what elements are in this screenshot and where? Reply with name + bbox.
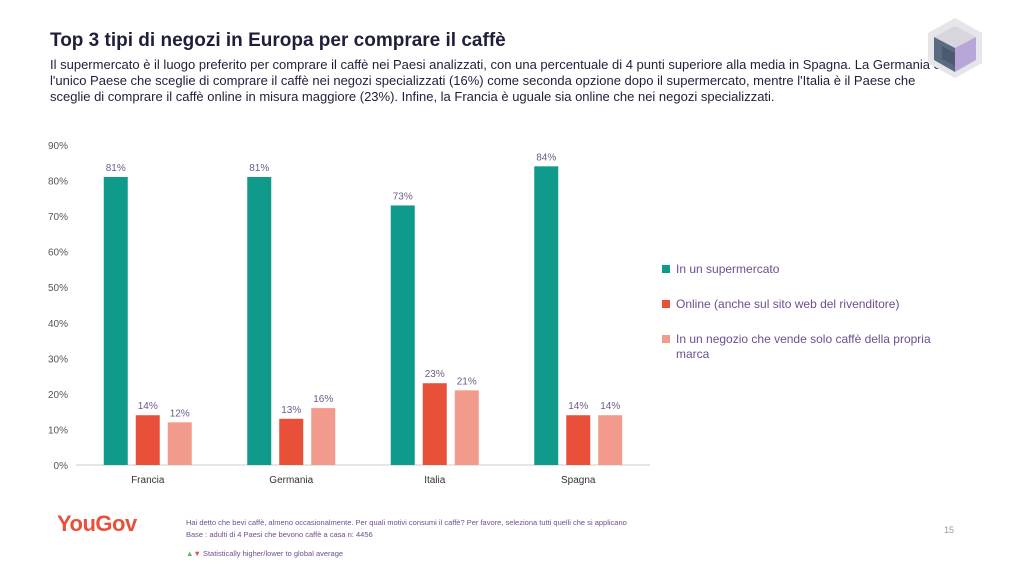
y-tick-label: 20% — [48, 390, 68, 401]
bar — [534, 166, 559, 466]
data-label: 21% — [457, 376, 477, 387]
bar — [167, 422, 192, 465]
page-number: 15 — [944, 525, 955, 535]
y-tick-label: 60% — [48, 248, 68, 259]
page-title: Top 3 tipi di negozi in Europa per compr… — [50, 30, 506, 51]
cube-logo-icon — [928, 18, 982, 78]
y-tick-label: 50% — [48, 283, 68, 294]
data-label: 12% — [170, 408, 190, 419]
legend-label: In un supermercato — [676, 262, 780, 276]
bar — [311, 408, 336, 465]
data-label: 81% — [249, 163, 269, 174]
legend-item-specialty-shop: In un negozio che vende solo caffè della… — [662, 332, 962, 362]
y-tick-label: 10% — [48, 425, 68, 436]
bar — [279, 418, 304, 465]
yougov-logo: YouGov — [57, 511, 137, 536]
y-tick-label: 70% — [48, 212, 68, 223]
chart-legend: In un supermercato Online (anche sul sit… — [662, 262, 962, 362]
triangle-up-icon: ▲ — [186, 549, 194, 558]
bar — [566, 415, 591, 465]
significance-text: Statistically higher/lower to global ave… — [202, 549, 344, 558]
y-tick-label: 40% — [48, 319, 68, 330]
data-label: 14% — [138, 401, 158, 412]
legend-label: In un negozio che vende solo caffè della… — [676, 332, 931, 361]
y-tick-label: 90% — [48, 141, 68, 152]
bar — [598, 415, 623, 465]
legend-item-supermarket: In un supermercato — [662, 262, 962, 277]
data-label: 13% — [281, 405, 301, 416]
legend-item-online: Online (anche sul sito web del rivendito… — [662, 297, 962, 312]
y-tick-label: 80% — [48, 177, 68, 188]
data-label: 81% — [106, 163, 126, 174]
significance-note: ▲▼ Statistically higher/lower to global … — [186, 549, 343, 558]
y-tick-label: 0% — [54, 461, 69, 472]
data-label: 14% — [600, 401, 620, 412]
survey-base: Base : adulti di 4 Paesi che bevono caff… — [186, 530, 373, 539]
bar — [103, 177, 128, 465]
y-tick-label: 30% — [48, 354, 68, 365]
data-label: 84% — [536, 152, 556, 163]
x-tick-label: Italia — [424, 475, 446, 486]
bar — [454, 390, 479, 465]
x-tick-label: Germania — [269, 475, 313, 486]
x-tick-label: Spagna — [561, 475, 596, 486]
data-label: 14% — [568, 401, 588, 412]
legend-swatch — [662, 335, 670, 343]
x-tick-label: Francia — [131, 475, 165, 486]
data-label: 16% — [313, 394, 333, 405]
triangle-down-icon: ▼ — [193, 549, 201, 558]
legend-label: Online (anche sul sito web del rivendito… — [676, 297, 900, 311]
legend-swatch — [662, 265, 670, 273]
bar — [247, 177, 272, 465]
data-label: 23% — [425, 369, 445, 380]
bar — [135, 415, 160, 465]
bar — [390, 205, 415, 465]
data-label: 73% — [393, 191, 413, 202]
page-subtitle: Il supermercato è il luogo preferito per… — [50, 57, 941, 104]
legend-swatch — [662, 300, 670, 308]
bar — [422, 383, 447, 465]
survey-question: Hai detto che bevi caffè, almeno occasio… — [186, 518, 627, 527]
